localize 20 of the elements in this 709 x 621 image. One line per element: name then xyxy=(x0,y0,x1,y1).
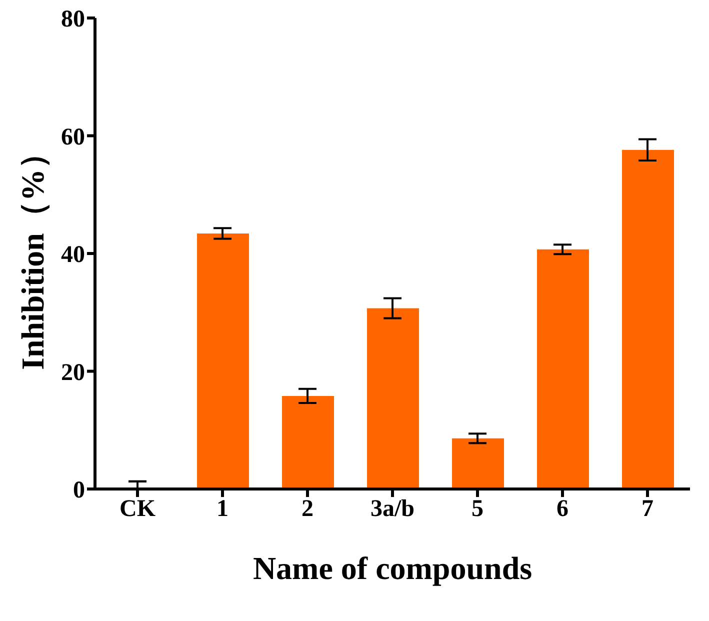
bar xyxy=(622,150,674,489)
x-axis-title: Name of compounds xyxy=(252,550,532,586)
x-tick-label: 3a/b xyxy=(370,496,415,522)
y-tick-label: 80 xyxy=(61,6,85,33)
y-tick-label: 20 xyxy=(61,360,85,386)
x-tick-label: 7 xyxy=(642,496,654,522)
y-tick-label: 0 xyxy=(73,478,85,504)
y-tick-label: 60 xyxy=(61,124,85,150)
x-tick-label: 1 xyxy=(216,496,228,522)
y-axis-title: Inhibition（%） xyxy=(14,137,50,370)
bar xyxy=(537,249,589,489)
bar xyxy=(282,396,334,489)
bar xyxy=(367,308,419,489)
x-tick-label: CK xyxy=(120,496,156,522)
x-tick-label: 2 xyxy=(302,496,314,522)
bar xyxy=(452,438,504,489)
bar xyxy=(197,233,249,489)
y-tick-label: 40 xyxy=(61,242,85,268)
x-tick-label: 6 xyxy=(556,496,568,522)
x-tick-label: 5 xyxy=(472,496,484,522)
